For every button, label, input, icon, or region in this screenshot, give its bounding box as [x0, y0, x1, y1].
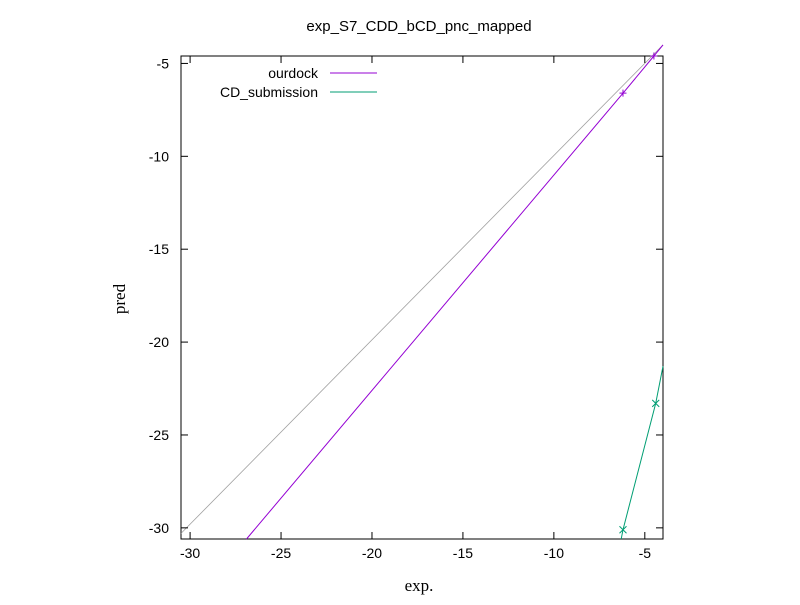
- data-point-cd-submission: [619, 525, 627, 534]
- x-tick-label: -5: [639, 545, 652, 561]
- x-tick-label: -25: [271, 545, 291, 561]
- legend-label-ourdock: ourdock: [268, 65, 319, 81]
- series-line-ourdock: [246, 44, 664, 540]
- data-point-ourdock: [650, 52, 658, 60]
- x-axis-label: exp.: [405, 576, 434, 595]
- x-tick-label: -10: [544, 545, 564, 561]
- y-tick-label: -5: [157, 55, 170, 71]
- plot-frame: [180, 55, 664, 540]
- data-point-cd-submission: [651, 399, 660, 408]
- y-tick-label: -15: [149, 241, 169, 257]
- y-axis-label: pred: [110, 283, 129, 314]
- legend-label-cd-submission: CD_submission: [220, 84, 318, 100]
- y-tick-label: -20: [149, 334, 169, 350]
- y-tick-label: -30: [149, 520, 169, 536]
- reference-diagonal-line: [180, 44, 664, 534]
- data-point-ourdock: [619, 89, 627, 97]
- y-tick-label: -10: [149, 148, 169, 164]
- y-tick-label: -25: [149, 427, 169, 443]
- chart-title: exp_S7_CDD_bCD_pnc_mapped: [306, 18, 531, 35]
- x-tick-label: -15: [453, 545, 473, 561]
- x-tick-label: -20: [362, 545, 382, 561]
- x-tick-label: -30: [180, 545, 200, 561]
- series-line-cd-submission: [620, 366, 664, 540]
